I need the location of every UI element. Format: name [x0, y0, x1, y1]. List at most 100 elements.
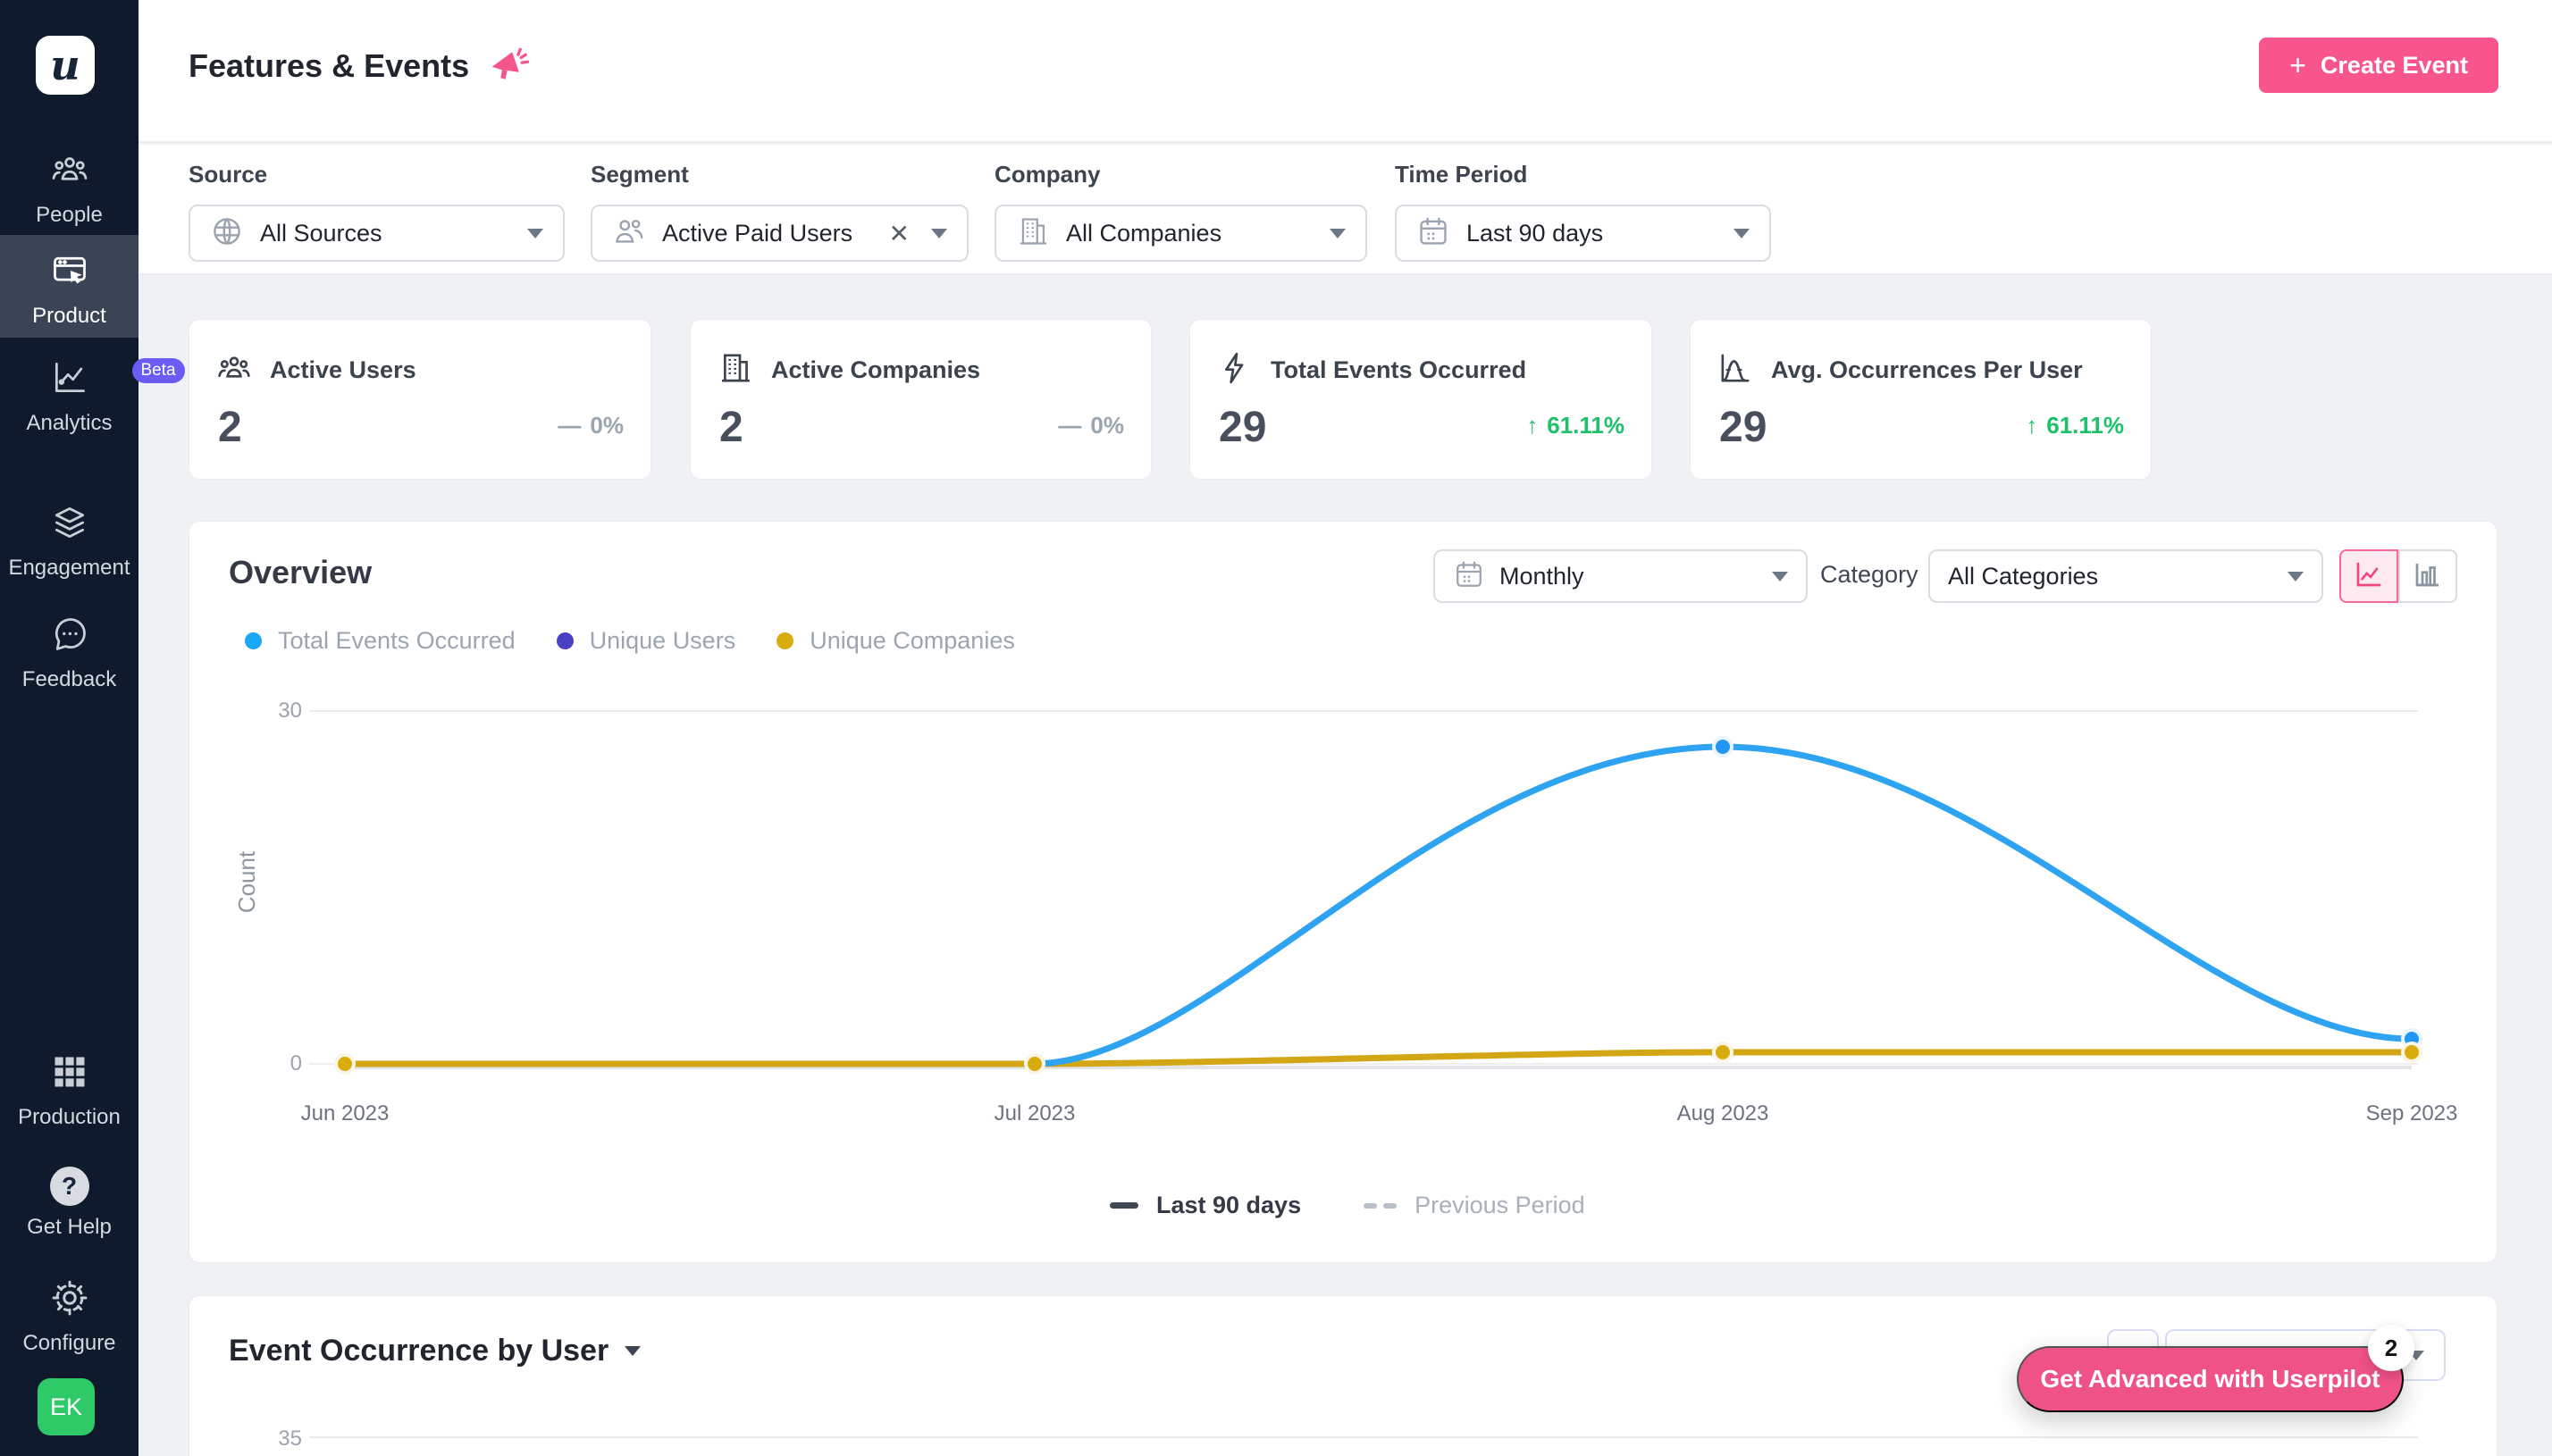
legend-dot-indigo [556, 632, 574, 649]
grid-icon [50, 1052, 89, 1096]
sidebar: u People Product [0, 0, 185, 1456]
granularity-value: Monthly [1499, 562, 1584, 590]
sidebar-item-feedback[interactable]: Feedback [0, 598, 139, 691]
category-dropdown[interactable]: All Categories [1928, 549, 2323, 603]
unique-companies-line [345, 1049, 2412, 1067]
category-label: Category [1820, 561, 1918, 588]
sidebar-item-label: Configure [22, 1331, 116, 1355]
users-icon [612, 214, 646, 253]
building-icon [1016, 214, 1050, 253]
people-icon [216, 350, 252, 390]
chat-bubble-icon [50, 615, 89, 658]
stat-card-active-companies: Active Companies 2 —0% [690, 319, 1152, 480]
overview-title: Overview [229, 554, 373, 590]
chevron-down-icon [1330, 228, 1346, 238]
data-point-yellow-aug[interactable] [1712, 1042, 1734, 1063]
segment-value: Active Paid Users [662, 219, 853, 247]
product-icon [50, 251, 89, 295]
category-value: All Categories [1948, 562, 2099, 590]
up-arrow-icon: ↑ [2026, 412, 2038, 439]
stat-value: 29 [1219, 404, 1267, 451]
globe-icon [210, 214, 244, 253]
beta-badge: Beta [131, 358, 185, 383]
clear-segment-icon[interactable]: ✕ [888, 219, 910, 247]
legend-unique-companies[interactable]: Unique Companies [777, 627, 1015, 655]
chevron-down-icon [2288, 571, 2304, 582]
sidebar-item-label: Feedback [21, 667, 117, 691]
bell-curve-icon [1717, 350, 1753, 390]
plus-icon: + [2289, 49, 2306, 81]
time-period-value: Last 90 days [1466, 219, 1604, 247]
building-icon [718, 350, 753, 390]
source-dropdown[interactable]: All Sources [189, 205, 565, 262]
chevron-down-icon [1734, 228, 1750, 238]
event-occurrence-title-dropdown[interactable]: Event Occurrence by User [229, 1334, 642, 1368]
sidebar-item-label: People [36, 203, 103, 227]
layers-icon [50, 503, 89, 547]
page-header: Features & Events + Create Event [139, 0, 2552, 143]
userpilot-logo[interactable]: u [36, 36, 95, 95]
sidebar-item-label: Engagement [8, 556, 130, 580]
filter-time-period: Time Period Last 90 days [1395, 161, 1771, 262]
data-point-yellow-jul[interactable] [1024, 1053, 1045, 1075]
people-icon [50, 150, 89, 194]
create-event-button[interactable]: + Create Event [2259, 38, 2498, 93]
stat-change: —0% [558, 412, 624, 439]
stat-value: 2 [719, 404, 743, 451]
notification-badge: 2 [2368, 1325, 2414, 1371]
legend-unique-users[interactable]: Unique Users [556, 627, 735, 655]
stat-card-total-events: Total Events Occurred 29 ↑ 61.11% [1189, 319, 1652, 480]
megaphone-icon [489, 45, 532, 87]
sidebar-item-people[interactable]: People [0, 134, 139, 227]
legend-total-events[interactable]: Total Events Occurred [245, 627, 516, 655]
stat-title: Total Events Occurred [1271, 356, 1527, 383]
company-dropdown[interactable]: All Companies [995, 205, 1367, 262]
flat-dash-icon: — [558, 412, 582, 439]
sidebar-item-configure[interactable]: Configure [0, 1262, 139, 1355]
bar-chart-toggle-button[interactable] [2398, 549, 2457, 603]
bar-chart-icon [2412, 558, 2444, 595]
granularity-dropdown[interactable]: Monthly [1433, 549, 1808, 603]
sidebar-item-product[interactable]: Product [0, 235, 139, 338]
source-value: All Sources [260, 219, 382, 247]
period-legend: Last 90 days Previous Period [1110, 1192, 1585, 1219]
filter-label: Source [189, 161, 268, 188]
help-icon: ? [49, 1167, 89, 1206]
calendar-icon [1416, 214, 1450, 253]
segment-dropdown[interactable]: Active Paid Users ✕ [591, 205, 969, 262]
filter-source: Source All Sources [189, 161, 565, 262]
y-tick-30: 30 [278, 699, 302, 723]
filter-label: Segment [591, 161, 689, 188]
x-tick-jun: Jun 2023 [300, 1101, 390, 1125]
line-chart-toggle-button[interactable] [2339, 549, 2398, 603]
solid-line-swatch [1110, 1202, 1138, 1209]
y-tick-0: 0 [290, 1051, 302, 1075]
sidebar-item-production[interactable]: Production [0, 1036, 139, 1129]
data-point-yellow-jun[interactable] [334, 1053, 356, 1075]
stat-card-avg-occurrences: Avg. Occurrences Per User 29 ↑ 61.11% [1690, 319, 2152, 480]
flat-dash-icon: — [1058, 412, 1082, 439]
legend-previous-period[interactable]: Previous Period [1364, 1192, 1585, 1219]
stat-change: ↑ 61.11% [2026, 412, 2124, 439]
chart-legend: Total Events Occurred Unique Users Uniqu… [245, 627, 1015, 655]
filter-label: Time Period [1395, 161, 1528, 188]
data-point-yellow-sep[interactable] [2401, 1042, 2422, 1063]
lightning-icon [1217, 350, 1253, 390]
chevron-down-icon [625, 1346, 642, 1356]
legend-dot-yellow [777, 632, 794, 649]
company-value: All Companies [1066, 219, 1222, 247]
user-avatar[interactable]: EK [38, 1378, 95, 1435]
sidebar-item-analytics[interactable]: Beta Analytics [0, 342, 185, 436]
stat-title: Active Companies [771, 356, 981, 383]
stat-change: —0% [1058, 412, 1124, 439]
data-point-blue-aug[interactable] [1712, 736, 1734, 757]
legend-last-90-days[interactable]: Last 90 days [1110, 1192, 1301, 1219]
x-tick-aug: Aug 2023 [1676, 1101, 1769, 1125]
sidebar-item-engagement[interactable]: Engagement [0, 487, 139, 580]
stat-change: ↑ 61.11% [1526, 412, 1624, 439]
time-period-dropdown[interactable]: Last 90 days [1395, 205, 1771, 262]
sidebar-item-get-help[interactable]: ? Get Help [0, 1151, 139, 1240]
get-advanced-button[interactable]: Get Advanced with Userpilot [2017, 1346, 2404, 1412]
up-arrow-icon: ↑ [1526, 412, 1539, 439]
